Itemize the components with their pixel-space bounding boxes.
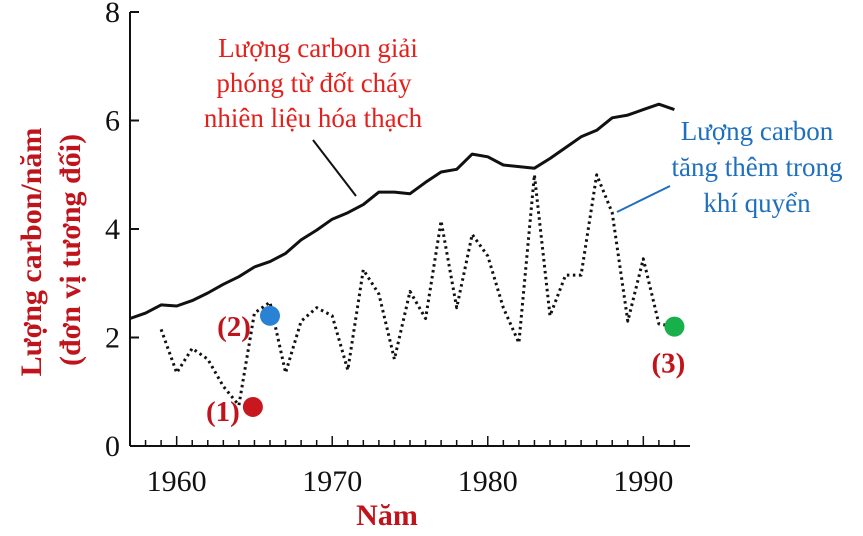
x-tick-label: 1960 xyxy=(147,465,207,498)
y-tick-label: 2 xyxy=(105,322,120,355)
atmospheric-carbon-line xyxy=(159,173,675,407)
y-tick-label: 4 xyxy=(105,213,120,246)
markers-layer: (1) (2) (3) xyxy=(206,305,686,428)
marker-label-2: (2) xyxy=(217,311,251,343)
x-tick-label: 1990 xyxy=(613,465,673,498)
marker-label-1: (1) xyxy=(206,396,240,428)
marker-dot-2 xyxy=(260,305,280,326)
y-tick-label: 8 xyxy=(105,0,120,29)
x-tick-label: 1980 xyxy=(458,465,518,498)
fossil-fuel-annotation-line: nhiên liệu hóa thạch xyxy=(204,103,423,133)
atmospheric-annotation-line: khí quyển xyxy=(703,188,811,218)
fossil-fuel-leader-line xyxy=(312,139,357,197)
x-axis-title: Năm xyxy=(356,499,418,532)
y-tick-label: 0 xyxy=(105,430,120,463)
y-axis-title: Lượng carbon/năm xyxy=(15,128,48,377)
axes: 0 2 4 6 8 1960 1970 1980 1990 Năm Lượng carbon/năm… xyxy=(15,0,690,532)
fossil-fuel-annotation-line: phóng từ đốt cháy xyxy=(216,68,412,98)
atmospheric-annotation-line: tăng thêm trong xyxy=(672,152,843,182)
marker-label-3: (3) xyxy=(652,348,686,380)
x-tick-label: 1970 xyxy=(302,465,362,498)
marker-dot-3 xyxy=(664,316,685,337)
fossil-fuel-carbon-line xyxy=(129,102,675,320)
atmospheric-annotation-line: Lượng carbon xyxy=(681,116,834,146)
atmospheric-leader-line xyxy=(616,185,671,213)
fossil-fuel-annotation-line: Lượng carbon giải xyxy=(218,33,418,63)
marker-dot-1 xyxy=(242,396,263,417)
y-tick-label: 6 xyxy=(105,105,120,138)
annotations-layer: Lượng carbon giải phóng từ đốt cháy nhiên … xyxy=(204,33,843,218)
series-layer xyxy=(129,102,675,407)
y-axis-subtitle: (đơn vị tương đối) xyxy=(54,134,87,366)
